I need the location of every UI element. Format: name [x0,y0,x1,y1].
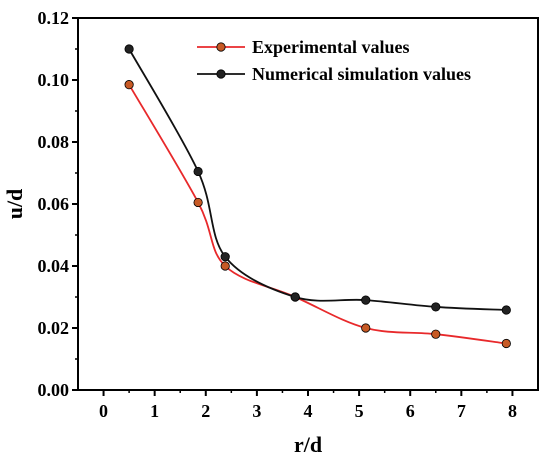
data-point-numerical [220,252,230,262]
legend-label-experimental: Experimental values [252,37,410,57]
x-tick-label: 0 [99,401,108,421]
legend-marker-numerical [216,69,226,79]
data-point-experimental [501,338,511,349]
data-point-experimental [193,197,203,208]
y-axis-title: u/d [2,189,27,220]
data-point-numerical [290,292,300,302]
legend-label-numerical: Numerical simulation values [252,64,471,84]
axis-ticks: 0 1 2 3 4 5 6 7 8 0.00 0.02 0.04 0.06 0.08 0.10 0.12 [38,8,517,421]
data-point-experimental [124,80,134,90]
x-tick-label: 3 [252,401,261,421]
data-point-numerical [501,305,511,315]
x-axis-title: r/d [294,432,322,457]
x-tick-label: 4 [304,401,313,421]
data-point-numerical [361,295,371,305]
y-tick-label: 0.02 [38,318,70,338]
y-tick-label: 0.04 [38,256,70,276]
data-point-numerical [193,166,203,177]
x-tick-label: 1 [150,401,159,421]
x-tick-label: 7 [457,401,466,421]
y-tick-label: 0.10 [38,70,70,90]
data-point-numerical [124,44,134,54]
series-line-experimental [128,84,507,345]
data-point-experimental [361,323,371,333]
series-lines [128,48,507,345]
y-tick-label: 0.08 [38,132,70,152]
x-tick-label: 2 [201,401,210,421]
data-point-experimental [431,329,441,339]
x-tick-label: 6 [406,401,415,421]
data-point-experimental [220,261,230,271]
x-tick-label: 8 [508,401,517,421]
legend-marker-experimental [216,42,226,52]
y-tick-label: 0.00 [38,380,70,400]
data-point-numerical [431,302,441,312]
x-tick-label: 5 [355,401,364,421]
y-tick-label: 0.12 [38,8,70,28]
series-markers [124,44,511,349]
legend: Experimental values Numerical simulation… [197,37,471,84]
y-tick-label: 0.06 [38,194,70,214]
